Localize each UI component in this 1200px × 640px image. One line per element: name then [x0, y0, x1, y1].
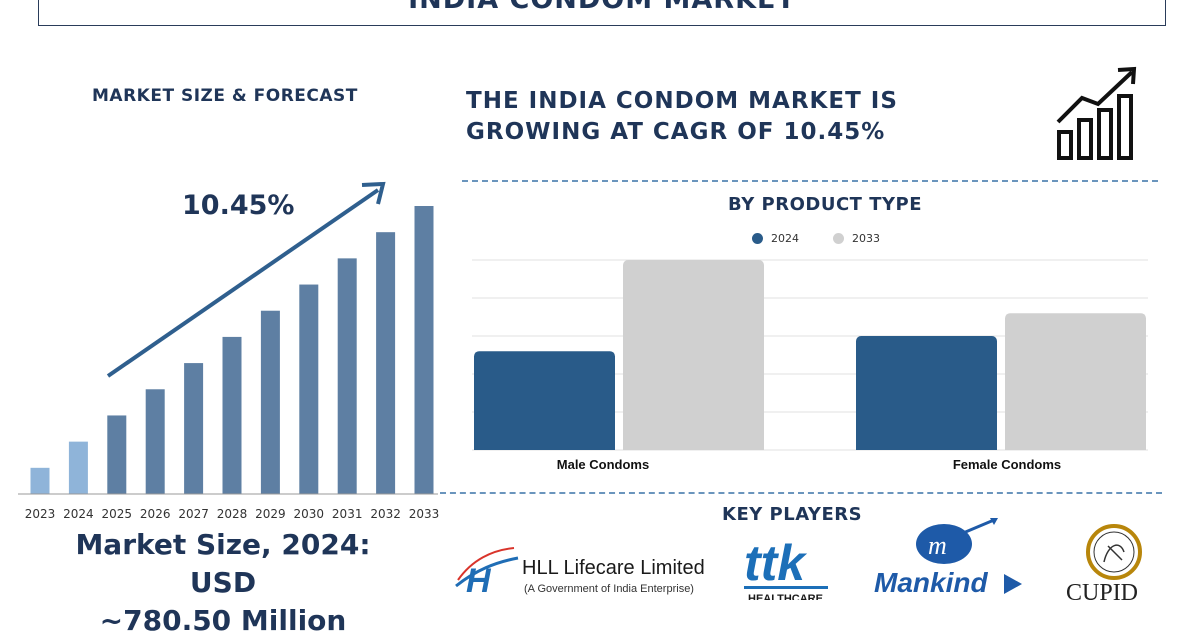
legend-label-2024: 2024	[771, 232, 799, 245]
forecast-tick-2033: 2033	[409, 507, 440, 521]
ttk-logo: ttk HEALTHCARE	[744, 535, 828, 600]
product-category-label: Female Condoms	[953, 457, 1061, 472]
product-bar-base	[856, 445, 997, 450]
headline-line1: THE INDIA CONDOM MARKET IS	[466, 88, 898, 114]
forecast-bar-2030	[299, 284, 319, 494]
forecast-chart: 2023 2024 2025 2026 2027 2028 2029 2030 2031 2032…	[18, 181, 440, 521]
forecast-bar-2033	[414, 206, 434, 494]
forecast-tick-2024: 2024	[63, 507, 94, 521]
cagr-headline: THE INDIA CONDOM MARKET IS GROWING AT CA…	[466, 86, 898, 148]
growth-chart-icon	[1056, 66, 1137, 160]
forecast-tick-2031: 2031	[332, 507, 363, 521]
market-size-line2: ~780.50 Million	[99, 604, 347, 637]
page-title: INDIA CONDOM MARKET	[39, 0, 1165, 13]
hll-logo-name: HLL Lifecare Limited	[522, 557, 705, 579]
hll-logo: H HLL Lifecare Limited (A Government of …	[455, 547, 705, 600]
forecast-tick-2029: 2029	[255, 507, 286, 521]
hll-logo-mark: H	[455, 547, 519, 600]
forecast-tick-2025: 2025	[102, 507, 133, 521]
forecast-bar-2029	[260, 310, 280, 494]
product-type-heading: BY PRODUCT TYPE	[728, 194, 923, 215]
forecast-tick-2032: 2032	[370, 507, 401, 521]
headline-line2: GROWING AT CAGR OF 10.45%	[466, 119, 886, 145]
legend-swatch-2024	[752, 233, 763, 244]
product-category-label: Male Condoms	[557, 457, 649, 472]
product-legend: 2024 2033	[752, 232, 880, 245]
forecast-tick-2023: 2023	[25, 507, 56, 521]
product-bar-base	[1005, 445, 1146, 450]
legend-swatch-2033	[833, 233, 844, 244]
forecast-bar-2024	[68, 441, 88, 494]
product-bar-female-condoms-2024	[856, 336, 997, 450]
divider-bottom	[440, 492, 1162, 494]
ttk-logo-name: ttk	[744, 535, 807, 591]
ttk-logo-subtitle: HEALTHCARE	[748, 593, 823, 600]
divider-top	[462, 180, 1158, 182]
hll-logo-subtitle: (A Government of India Enterprise)	[524, 583, 694, 595]
key-players-heading: KEY PLAYERS	[722, 504, 863, 525]
forecast-bar-2023	[30, 467, 50, 494]
legend-label-2033: 2033	[852, 232, 880, 245]
title-box: INDIA CONDOM MARKET	[38, 0, 1166, 26]
market-size-heading: MARKET SIZE & FORECAST	[92, 86, 358, 106]
svg-text:m: m	[928, 531, 947, 560]
forecast-tick-2026: 2026	[140, 507, 171, 521]
forecast-tick-2028: 2028	[217, 507, 248, 521]
product-type-chart: Male Condoms Female Condoms	[472, 259, 1148, 472]
mankind-logo-name: Mankind	[874, 567, 988, 598]
trend-arrow-line	[106, 188, 380, 378]
forecast-bar-2027	[184, 363, 204, 494]
product-bar-male-condoms-2033	[623, 260, 764, 450]
cupid-logo: CUPID	[1066, 524, 1142, 600]
forecast-bar-2028	[222, 336, 242, 494]
forecast-bar-2032	[376, 232, 396, 494]
mankind-logo: m Mankind	[874, 518, 1022, 598]
forecast-bar-2031	[337, 258, 357, 494]
product-bar-base	[474, 445, 615, 450]
trend-arrow-icon	[361, 181, 386, 205]
forecast-tick-2027: 2027	[178, 507, 209, 521]
cagr-label: 10.45%	[182, 190, 295, 221]
svg-text:H: H	[466, 562, 492, 600]
forecast-bar-2026	[145, 389, 165, 494]
product-bar-female-condoms-2033	[1005, 313, 1146, 450]
product-bar-base	[623, 445, 764, 450]
market-size-line1: Market Size, 2024: USD	[75, 528, 371, 599]
cupid-logo-name: CUPID	[1066, 580, 1138, 600]
forecast-bar-2025	[107, 415, 127, 494]
product-bar-male-condoms-2024	[474, 351, 615, 450]
forecast-tick-2030: 2030	[294, 507, 325, 521]
market-size-text: Market Size, 2024: USD ~780.50 Million	[38, 526, 408, 640]
